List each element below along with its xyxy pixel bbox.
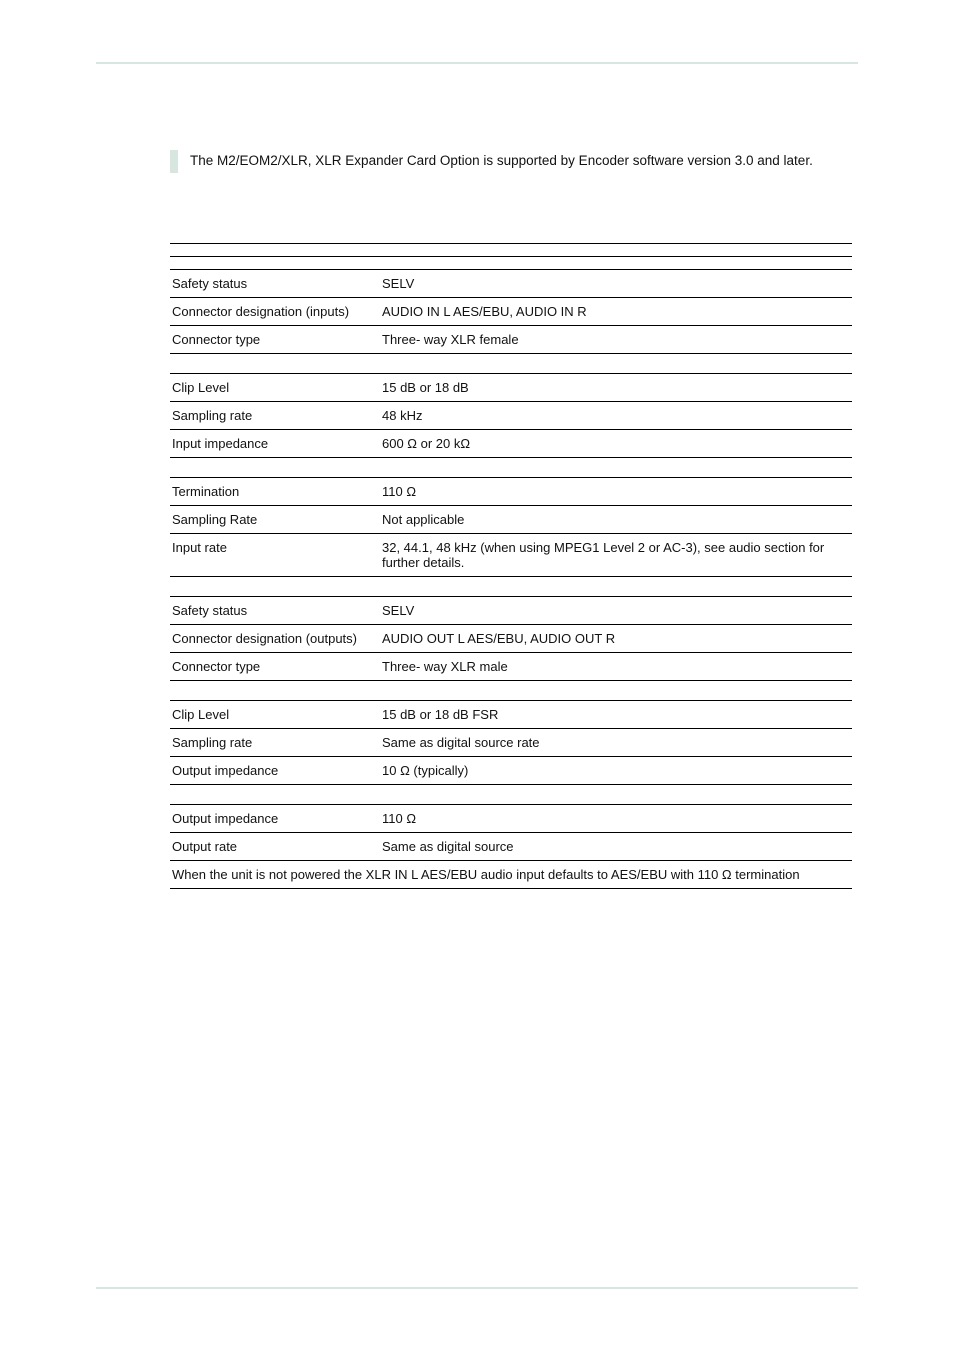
table-row: Sampling rate 48 kHz xyxy=(170,401,852,429)
note-block: The M2/EOM2/XLR, XLR Expander Card Optio… xyxy=(170,150,852,173)
table-row: Termination 110 Ω xyxy=(170,477,852,505)
row-value: AUDIO IN L AES/EBU, AUDIO IN R xyxy=(380,297,852,325)
row-label: Safety status xyxy=(170,269,380,297)
page: The M2/EOM2/XLR, XLR Expander Card Optio… xyxy=(0,0,954,1351)
row-value: SELV xyxy=(380,269,852,297)
spec-table: Safety status SELV Connector designation… xyxy=(170,243,852,889)
row-value: 15 dB or 18 dB xyxy=(380,373,852,401)
row-label: Input rate xyxy=(170,533,380,576)
footnote-text: When the unit is not powered the XLR IN … xyxy=(170,860,852,888)
top-horizontal-rule xyxy=(96,62,858,64)
row-label: Connector designation (inputs) xyxy=(170,297,380,325)
row-label: Output impedance xyxy=(170,804,380,832)
row-value: 48 kHz xyxy=(380,401,852,429)
row-label: Output impedance xyxy=(170,756,380,784)
table-row: Output impedance 110 Ω xyxy=(170,804,852,832)
bottom-horizontal-rule xyxy=(96,1287,858,1289)
row-value: Three- way XLR male xyxy=(380,652,852,680)
content-area: The M2/EOM2/XLR, XLR Expander Card Optio… xyxy=(170,150,852,889)
section-gap xyxy=(170,457,852,477)
row-value: AUDIO OUT L AES/EBU, AUDIO OUT R xyxy=(380,624,852,652)
table-row: Output impedance 10 Ω (typically) xyxy=(170,756,852,784)
table-row: Connector type Three- way XLR female xyxy=(170,325,852,353)
section-gap xyxy=(170,680,852,700)
note-accent-bar xyxy=(170,150,178,173)
section-gap xyxy=(170,353,852,373)
row-value: 15 dB or 18 dB FSR xyxy=(380,700,852,728)
table-row: Clip Level 15 dB or 18 dB FSR xyxy=(170,700,852,728)
row-label: Clip Level xyxy=(170,373,380,401)
row-value: 600 Ω or 20 kΩ xyxy=(380,429,852,457)
section-gap xyxy=(170,784,852,804)
section-subheader-gap xyxy=(170,256,852,269)
table-row: Connector designation (inputs) AUDIO IN … xyxy=(170,297,852,325)
note-text: The M2/EOM2/XLR, XLR Expander Card Optio… xyxy=(190,150,813,173)
row-label: Input impedance xyxy=(170,429,380,457)
table-row: Connector designation (outputs) AUDIO OU… xyxy=(170,624,852,652)
row-value: 10 Ω (typically) xyxy=(380,756,852,784)
row-value: Same as digital source xyxy=(380,832,852,860)
footnote-row: When the unit is not powered the XLR IN … xyxy=(170,860,852,888)
table-row: Safety status SELV xyxy=(170,269,852,297)
row-label: Clip Level xyxy=(170,700,380,728)
table-row: Safety status SELV xyxy=(170,596,852,624)
table-row: Sampling rate Same as digital source rat… xyxy=(170,728,852,756)
section-gap xyxy=(170,576,852,596)
table-row: Connector type Three- way XLR male xyxy=(170,652,852,680)
row-label: Output rate xyxy=(170,832,380,860)
row-label: Sampling rate xyxy=(170,728,380,756)
table-row: Clip Level 15 dB or 18 dB xyxy=(170,373,852,401)
row-label: Sampling Rate xyxy=(170,505,380,533)
row-label: Connector designation (outputs) xyxy=(170,624,380,652)
row-value: Same as digital source rate xyxy=(380,728,852,756)
table-row: Input rate 32, 44.1, 48 kHz (when using … xyxy=(170,533,852,576)
table-row: Output rate Same as digital source xyxy=(170,832,852,860)
section-header-gap xyxy=(170,243,852,256)
row-value: 110 Ω xyxy=(380,477,852,505)
row-value: 110 Ω xyxy=(380,804,852,832)
row-value: Three- way XLR female xyxy=(380,325,852,353)
table-row: Sampling Rate Not applicable xyxy=(170,505,852,533)
table-row: Input impedance 600 Ω or 20 kΩ xyxy=(170,429,852,457)
row-value: SELV xyxy=(380,596,852,624)
row-label: Connector type xyxy=(170,325,380,353)
row-label: Sampling rate xyxy=(170,401,380,429)
row-value: 32, 44.1, 48 kHz (when using MPEG1 Level… xyxy=(380,533,852,576)
row-value: Not applicable xyxy=(380,505,852,533)
row-label: Connector type xyxy=(170,652,380,680)
row-label: Termination xyxy=(170,477,380,505)
row-label: Safety status xyxy=(170,596,380,624)
